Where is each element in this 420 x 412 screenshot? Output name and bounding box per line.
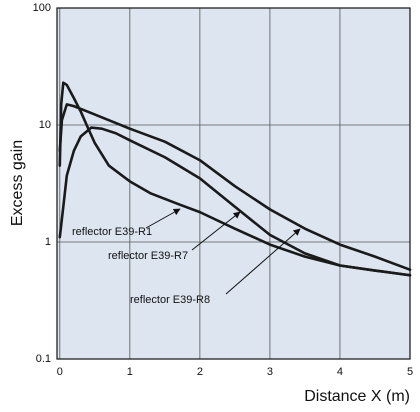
- annotation: reflector E39-R7: [108, 250, 188, 262]
- x-tick-label: 3: [267, 366, 273, 378]
- y-tick-label: 100: [33, 2, 51, 14]
- data-line: [58, 126, 412, 277]
- data-line: [58, 81, 412, 277]
- x-axis-label: Distance X (m): [304, 388, 410, 405]
- x-tick-label: 4: [337, 366, 343, 378]
- data-line: [58, 103, 412, 271]
- plot-background: [57, 8, 410, 359]
- x-tick-label: 1: [127, 366, 133, 378]
- x-tick-label: 2: [197, 366, 203, 378]
- y-tick-label: 1: [45, 236, 51, 248]
- annotation: reflector E39-R8: [130, 294, 210, 306]
- annotation-arrow: [145, 208, 181, 229]
- annotation-arrow: [225, 228, 301, 295]
- x-tick-label: 5: [407, 366, 413, 378]
- annotation-arrow: [191, 211, 241, 251]
- x-tick-label: 0: [57, 366, 63, 378]
- annotation: reflector E39-R1: [72, 226, 152, 238]
- y-tick-label: 0.1: [36, 353, 51, 365]
- plot-frame: [56, 7, 411, 360]
- y-tick-label: 10: [39, 119, 51, 131]
- y-axis-label: Excess gain: [9, 140, 26, 226]
